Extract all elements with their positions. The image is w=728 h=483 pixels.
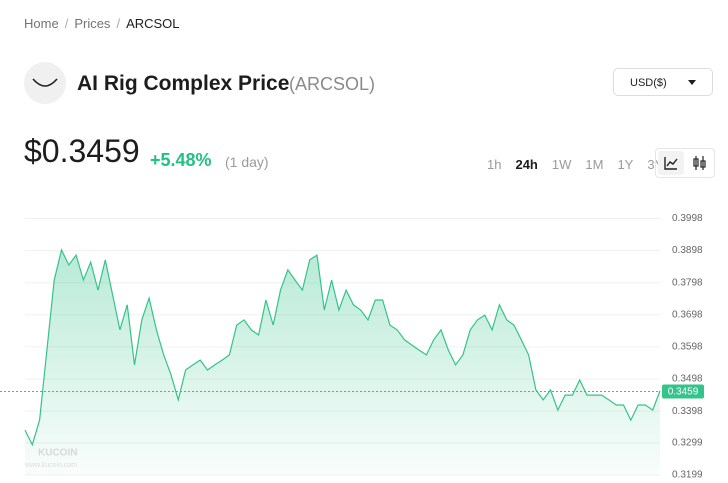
y-tick-label: 0.3299 <box>672 438 703 449</box>
y-tick-label: 0.3398 <box>672 406 703 417</box>
currency-label: USD($) <box>630 77 667 89</box>
price-change: +5.48% <box>150 150 212 170</box>
current-price-badge <box>662 384 704 399</box>
currency-select[interactable]: USD($) <box>613 68 713 96</box>
range-tab[interactable]: 1M <box>585 157 604 172</box>
y-tick-label: 0.3598 <box>672 342 703 353</box>
breadcrumb-link[interactable]: Home <box>24 16 59 31</box>
breadcrumb-link[interactable]: Prices <box>74 16 111 31</box>
y-tick-label: 0.3898 <box>672 245 703 256</box>
chart-type-icons <box>658 151 706 175</box>
coin-title: AI Rig Complex Price <box>77 72 290 95</box>
price: $0.3459 <box>24 133 140 169</box>
breadcrumb: Home / Prices / ARCSOL <box>24 16 180 31</box>
y-tick-label: 0.3698 <box>672 309 703 320</box>
range-tabs: 1h 24h 1W 1M 1Y 3Y <box>480 157 670 172</box>
price-area <box>25 249 660 475</box>
line-icon <box>664 157 678 170</box>
current-price-label: 0.3459 <box>668 387 699 398</box>
watermark-site: www.kucoin.com <box>24 462 77 469</box>
coin-symbol: (ARCSOL) <box>289 74 376 94</box>
breadcrumb-current: ARCSOL <box>126 16 180 31</box>
range-tab[interactable]: 24h <box>515 157 538 172</box>
candle-icon[interactable] <box>693 156 706 170</box>
change-period: (1 day) <box>225 154 269 170</box>
watermark-brand: KUCOIN <box>38 448 77 459</box>
y-tick-label: 0.3199 <box>672 470 703 481</box>
y-tick-label: 0.3998 <box>672 213 703 224</box>
range-tab[interactable]: 1Y <box>617 157 634 172</box>
coin-logo <box>24 62 66 104</box>
y-tick-label: 0.3498 <box>672 374 703 385</box>
range-tab[interactable]: 1W <box>551 157 572 172</box>
plot: 0.3459 <box>0 248 704 475</box>
price-line <box>24 248 661 447</box>
y-tick-label: 0.3798 <box>672 277 703 288</box>
range-tab[interactable]: 1h <box>487 157 502 172</box>
chart-type-toggle <box>655 148 715 178</box>
logo-icon <box>32 78 58 87</box>
